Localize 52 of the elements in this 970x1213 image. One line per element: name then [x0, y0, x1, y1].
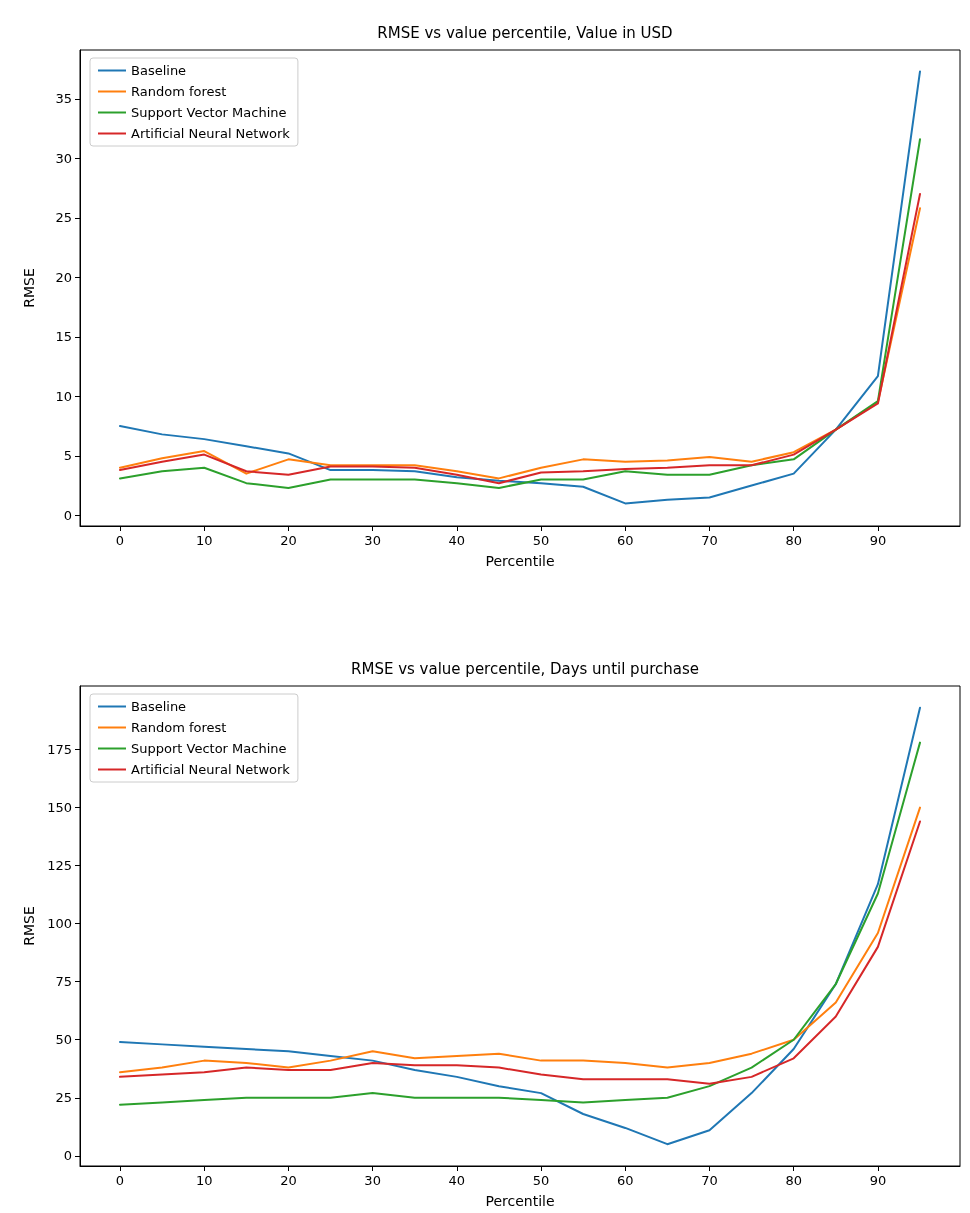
legend-label: Artificial Neural Network — [131, 126, 291, 141]
chart-title: RMSE vs value percentile, Value in USD — [377, 23, 673, 42]
legend-label: Support Vector Machine — [131, 741, 287, 756]
x-axis-title: Percentile — [485, 1193, 555, 1209]
legend-label: Support Vector Machine — [131, 105, 287, 120]
x-tick-label: 60 — [616, 533, 634, 548]
x-tick-label: 70 — [701, 533, 718, 548]
x-tick-label: 40 — [448, 1173, 466, 1188]
x-tick-label: 50 — [532, 1173, 550, 1188]
y-tick-label: 0 — [63, 507, 72, 523]
line-series — [119, 741, 921, 1106]
legend-label: Artificial Neural Network — [131, 762, 291, 777]
x-tick-label: 40 — [448, 533, 466, 548]
x-tick-label: 20 — [280, 1173, 297, 1188]
y-tick-label: 10 — [55, 388, 72, 404]
x-tick-label: 20 — [280, 533, 297, 548]
y-tick-label: 150 — [47, 800, 72, 816]
y-tick-label: 35 — [55, 91, 72, 107]
y-tick-label: 0 — [63, 1148, 72, 1164]
y-tick-label: 125 — [47, 858, 72, 874]
y-tick-label: 30 — [55, 150, 72, 166]
legend-label: Baseline — [131, 699, 187, 714]
y-tick-label: 75 — [55, 974, 72, 990]
x-tick-label: 50 — [532, 533, 550, 548]
y-tick-label: 15 — [55, 329, 72, 345]
y-tick-label: 20 — [55, 269, 72, 285]
x-tick-label: 60 — [616, 1173, 634, 1188]
x-tick-label: 0 — [115, 1173, 125, 1188]
legend-label: Random forest — [131, 84, 227, 99]
x-axis-title: Percentile — [485, 553, 555, 569]
x-tick-label: 10 — [195, 1173, 213, 1188]
x-tick-label: 80 — [785, 533, 802, 548]
x-tick-label: 30 — [364, 1173, 381, 1188]
line-series — [119, 138, 921, 489]
y-tick-label: 25 — [55, 210, 72, 226]
x-tick-label: 30 — [364, 533, 381, 548]
x-tick-label: 0 — [115, 533, 125, 548]
x-tick-label: 80 — [785, 1173, 802, 1188]
y-tick-label: 175 — [47, 742, 72, 758]
y-tick-label: 25 — [55, 1090, 72, 1106]
y-tick-label: 5 — [63, 448, 72, 464]
x-tick-label: 10 — [195, 533, 213, 548]
y-axis-title: RMSE — [21, 268, 37, 308]
y-axis-title: RMSE — [21, 906, 37, 946]
legend-label: Baseline — [131, 63, 187, 78]
y-tick-label: 100 — [47, 916, 72, 932]
chart-title: RMSE vs value percentile, Days until purchase — [351, 659, 699, 678]
x-tick-label: 90 — [869, 1173, 887, 1188]
x-tick-label: 90 — [869, 533, 887, 548]
legend-label: Random forest — [131, 720, 227, 735]
y-tick-label: 50 — [55, 1032, 72, 1048]
x-tick-label: 70 — [701, 1173, 718, 1188]
